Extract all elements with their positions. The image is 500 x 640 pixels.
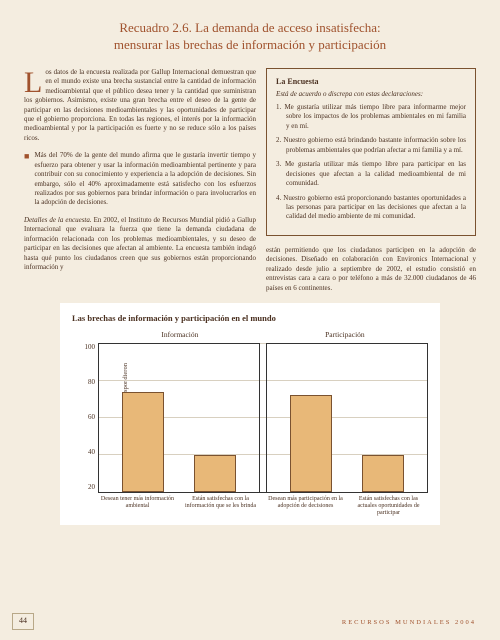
footer-text: RECURSOS MUNDIALES 2004: [342, 619, 476, 628]
y-tick: 80: [88, 378, 95, 387]
x-label: Desean tener más información ambiental: [98, 496, 177, 518]
y-tick: 60: [88, 413, 95, 422]
survey-box-title: La Encuesta: [276, 77, 466, 88]
bar-part-2: [362, 455, 404, 492]
x-axis-labels: Desean tener más información ambiental E…: [72, 496, 428, 518]
bar-info-1: [122, 392, 164, 492]
chart-panel: Las brechas de información y participaci…: [60, 303, 440, 525]
y-tick: 40: [88, 448, 95, 457]
bar-part-1: [290, 395, 332, 491]
plot-area: [98, 343, 428, 493]
chart-header-left: Información: [161, 330, 198, 340]
x-label: Desean más participación en la adopción …: [266, 496, 345, 518]
main-columns: Los datos de la encuesta realizada por G…: [24, 68, 476, 293]
survey-box: La Encuesta Está de acuerdo o discrepa c…: [266, 68, 476, 236]
bar-info-2: [194, 455, 236, 492]
survey-item: 2. Nuestro gobierno está brindando basta…: [276, 136, 466, 155]
survey-list: 1. Me gustaría utilizar más tiempo libre…: [276, 103, 466, 222]
subplot-participation: [266, 343, 428, 492]
chart-header-right: Participación: [325, 330, 365, 340]
survey-box-subtitle: Está de acuerdo o discrepa con estas dec…: [276, 90, 466, 99]
survey-item: 1. Me gustaría utilizar más tiempo libre…: [276, 103, 466, 131]
lower-right-paragraph: están permitiendo que los ciudadanos par…: [266, 246, 476, 293]
square-bullet-icon: ■: [24, 152, 29, 208]
x-label: Están satisfechas con la información que…: [181, 496, 260, 518]
subplot-information: [99, 343, 260, 492]
survey-item: 4. Nuestro gobierno está proporcionando …: [276, 194, 466, 222]
y-axis-ticks: 100 80 60 40 20: [82, 343, 98, 493]
y-tick: 20: [88, 483, 95, 492]
x-label: Están satisfechas con las actuales oport…: [349, 496, 428, 518]
survey-item: 3. Me gustaría utilizar más tiempo libre…: [276, 160, 466, 188]
right-column: La Encuesta Está de acuerdo o discrepa c…: [266, 68, 476, 293]
left-column: Los datos de la encuesta realizada por G…: [24, 68, 256, 293]
chart-title: Las brechas de información y participaci…: [72, 313, 428, 324]
intro-paragraph: Los datos de la encuesta realizada por G…: [24, 68, 256, 144]
details-paragraph: Detalles de la encuesta. En 2002, el Ins…: [24, 216, 256, 273]
y-tick: 100: [85, 343, 96, 352]
page-number: 44: [12, 613, 34, 630]
bullet-text: Más del 70% de la gente del mundo afirma…: [34, 151, 256, 208]
y-axis-label-wrap: Porcentajes de personas que respondieron: [72, 343, 82, 493]
chart-category-headers: Información Participación: [72, 330, 428, 340]
panel-title: Recuadro 2.6. La demanda de acceso insat…: [24, 20, 476, 54]
bullet-block: ■ Más del 70% de la gente del mundo afir…: [24, 151, 256, 208]
dropcap: L: [24, 68, 45, 96]
chart-area: Porcentajes de personas que respondieron…: [72, 343, 428, 493]
